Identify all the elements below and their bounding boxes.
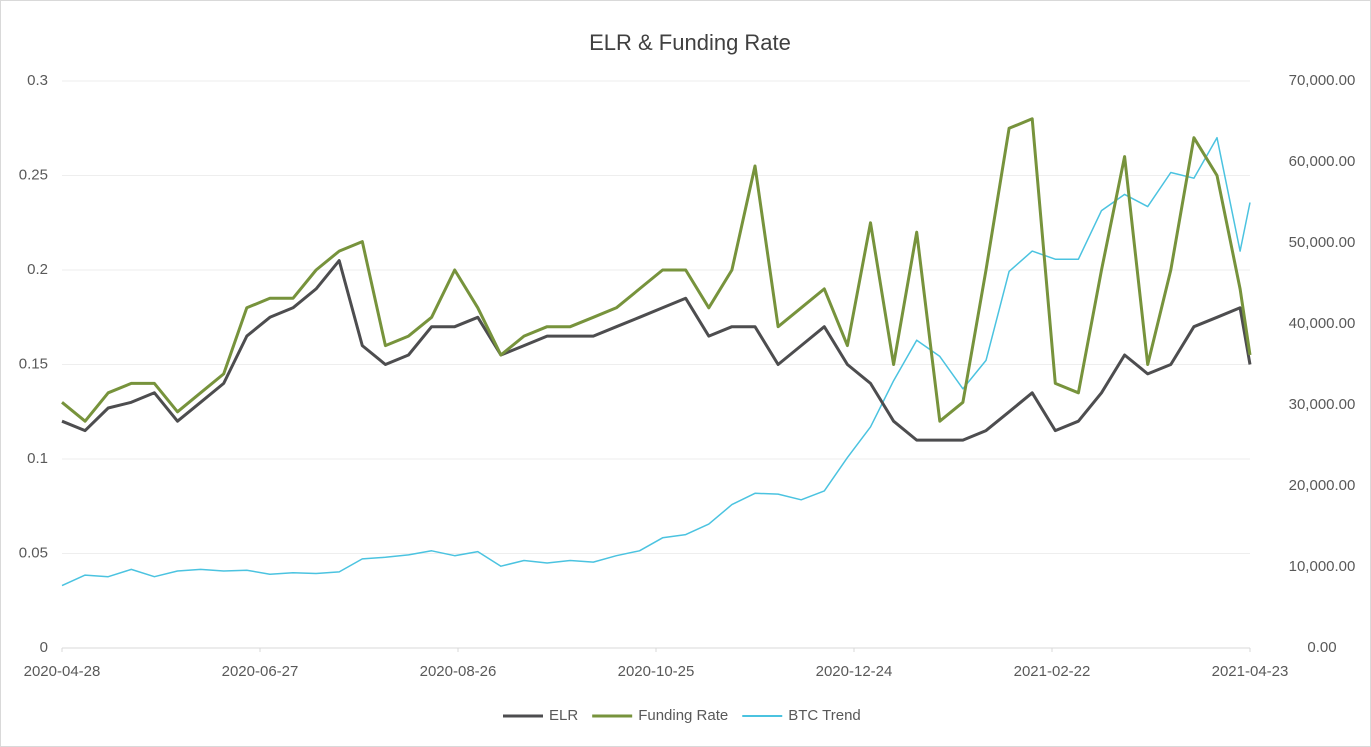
line-series: [61, 136, 1251, 587]
legend-label: BTC Trend: [788, 707, 861, 724]
y2-tick-label: 50,000.00: [1289, 234, 1356, 251]
x-tick-label: 2020-06-27: [222, 663, 299, 680]
y-tick-label: 0.2: [27, 261, 48, 278]
x-tick-label: 2021-02-22: [1014, 663, 1091, 680]
x-tick-label: 2020-04-28: [24, 663, 101, 680]
legend-label: ELR: [549, 707, 578, 724]
line-series: [61, 117, 1252, 423]
y-tick-label: 0.25: [19, 166, 48, 183]
x-tick-label: 2020-08-26: [420, 663, 497, 680]
y-tick-label: 0.3: [27, 72, 48, 89]
y2-tick-label: 0.00: [1307, 639, 1336, 656]
legend-label: Funding Rate: [638, 707, 728, 724]
y-tick-label: 0.05: [19, 544, 48, 561]
x-tick-label: 2021-04-23: [1212, 663, 1289, 680]
chart-title: ELR & Funding Rate: [589, 30, 791, 55]
line-series: [61, 259, 1252, 442]
x-tick-label: 2020-10-25: [618, 663, 695, 680]
y-tick-label: 0: [40, 639, 48, 656]
y-tick-label: 0.1: [27, 450, 48, 467]
y-tick-label: 0.15: [19, 355, 48, 372]
y2-tick-label: 70,000.00: [1289, 72, 1356, 89]
y2-tick-label: 10,000.00: [1289, 558, 1356, 575]
y2-tick-label: 20,000.00: [1289, 477, 1356, 494]
y2-tick-label: 60,000.00: [1289, 153, 1356, 170]
y2-tick-label: 30,000.00: [1289, 396, 1356, 413]
y2-tick-label: 40,000.00: [1289, 315, 1356, 332]
x-tick-label: 2020-12-24: [816, 663, 893, 680]
